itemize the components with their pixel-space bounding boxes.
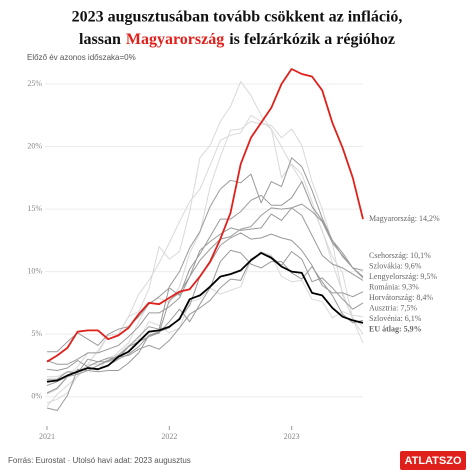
series-line (46, 203, 364, 386)
series-line (46, 157, 364, 371)
y-tick-label: 20% (27, 141, 42, 150)
end-label: Magyarország: 14,2% (369, 214, 440, 223)
series-line (46, 207, 364, 365)
grid: 0% 5% 10% 15% 20% 25% 2021 2022 2023 (27, 79, 363, 441)
y-tick-label: 15% (27, 204, 42, 213)
title-highlight: Magyarország (126, 31, 224, 48)
series-line (47, 251, 364, 380)
series-line (46, 121, 364, 404)
end-label: Szlovákia: 9,6% (369, 261, 422, 270)
series-line (47, 181, 364, 353)
end-label: Ausztria: 7,5% (369, 303, 417, 312)
end-label: Csehország: 10,1% (369, 251, 431, 260)
title-part: is felzárkózik a régióhoz (229, 31, 395, 48)
y-tick-label: 10% (27, 266, 42, 275)
labels: Csehország: 10,1%Szlovákia: 9,6% Lengyelo… (369, 214, 440, 334)
lines (46, 68, 364, 411)
series-line (46, 252, 364, 383)
x-tick-label: 2021 (39, 432, 55, 441)
chart-title-line: lassan Magyarország is felzárkózik a régió… (79, 31, 395, 48)
y-tick-label: 25% (27, 79, 42, 88)
logo-box (400, 451, 466, 470)
end-label: Szlovénia: 6,1% (369, 314, 422, 323)
chart-title: 2023 augusztusában tovább csökkent az in… (72, 9, 403, 26)
title-part: lassan (79, 31, 121, 48)
y-axis-label: Előző év azonos időszaka=0% (27, 53, 136, 62)
y-tick-label: 0% (31, 392, 42, 401)
series-line (46, 81, 364, 408)
end-label: Lengyelország: 9,5% (369, 272, 437, 281)
series-line (46, 68, 364, 363)
series-line (46, 249, 364, 411)
end-label: EU átlag: 5,9% (369, 324, 422, 333)
x-tick-label: 2022 (161, 432, 177, 441)
source: Forrás: Eurostat · Utolsó havi adat: 202… (8, 456, 191, 465)
logo: ATLATSZO (404, 455, 461, 467)
end-label: Horvátország: 8,4% (369, 293, 433, 302)
y-tick-label: 5% (31, 329, 42, 338)
end-label: Románia: 9,3% (369, 282, 419, 291)
x-tick-label: 2023 (284, 432, 300, 441)
